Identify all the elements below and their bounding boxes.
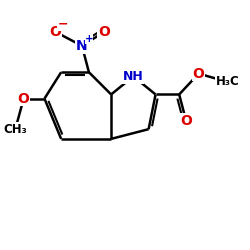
- Text: O: O: [50, 25, 62, 39]
- Text: CH₃: CH₃: [4, 123, 27, 136]
- Text: +: +: [84, 34, 93, 44]
- Text: O: O: [18, 92, 30, 106]
- Text: O: O: [193, 66, 204, 80]
- Text: NH: NH: [123, 70, 144, 83]
- Text: O: O: [98, 25, 110, 39]
- Text: H₃C: H₃C: [216, 76, 240, 88]
- Text: N: N: [76, 39, 88, 53]
- Text: O: O: [180, 114, 192, 128]
- Text: −: −: [57, 18, 68, 31]
